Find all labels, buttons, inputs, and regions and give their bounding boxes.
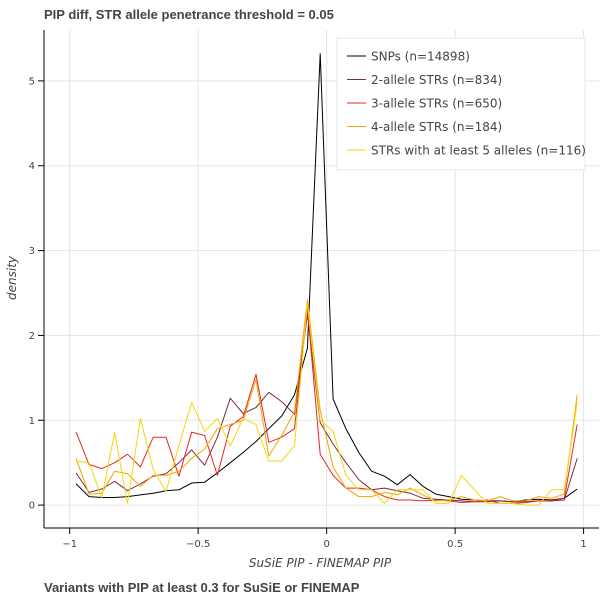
chart-footer: Variants with PIP at least 0.3 for SuSiE… xyxy=(44,580,360,595)
legend-entry-0: SNPs (n=14898) xyxy=(371,50,470,64)
x-axis-label: SuSiE PIP - FINEMAP PIP xyxy=(249,556,392,570)
y-axis-label: density xyxy=(5,255,19,300)
legend-entry-2: 3-allele STRs (n=650) xyxy=(371,97,502,111)
series-line-2 xyxy=(75,307,578,504)
x-tick-label: 0.5 xyxy=(447,539,463,550)
x-tick-label: −0.5 xyxy=(186,539,210,550)
series-line-4 xyxy=(76,302,578,506)
y-tick-label: 4 xyxy=(29,161,35,172)
legend-entry-4: STRs with at least 5 alleles (n=116) xyxy=(371,144,586,158)
y-tick-label: 2 xyxy=(29,331,35,342)
y-tick-label: 0 xyxy=(29,501,35,512)
axes: −1 −0.5 0 0.5 1 0 1 2 3 4 5 xyxy=(29,30,599,550)
x-tick-label: 0 xyxy=(323,539,329,550)
series-lines xyxy=(75,53,578,506)
legend-entry-3: 4-allele STRs (n=184) xyxy=(371,120,502,134)
x-tick-label: 1 xyxy=(580,539,586,550)
y-tick-label: 3 xyxy=(29,246,35,257)
y-tick-label: 5 xyxy=(29,76,35,87)
legend: SNPs (n=14898) 2-allele STRs (n=834) 3-all… xyxy=(336,37,586,171)
x-tick-label: −1 xyxy=(62,539,77,550)
series-line-3 xyxy=(75,299,578,502)
y-tick-label: 1 xyxy=(29,416,35,427)
chart-title: PIP diff, STR allele penetrance threshol… xyxy=(44,7,334,22)
legend-entry-1: 2-allele STRs (n=834) xyxy=(371,73,502,87)
legend-box xyxy=(336,37,586,171)
